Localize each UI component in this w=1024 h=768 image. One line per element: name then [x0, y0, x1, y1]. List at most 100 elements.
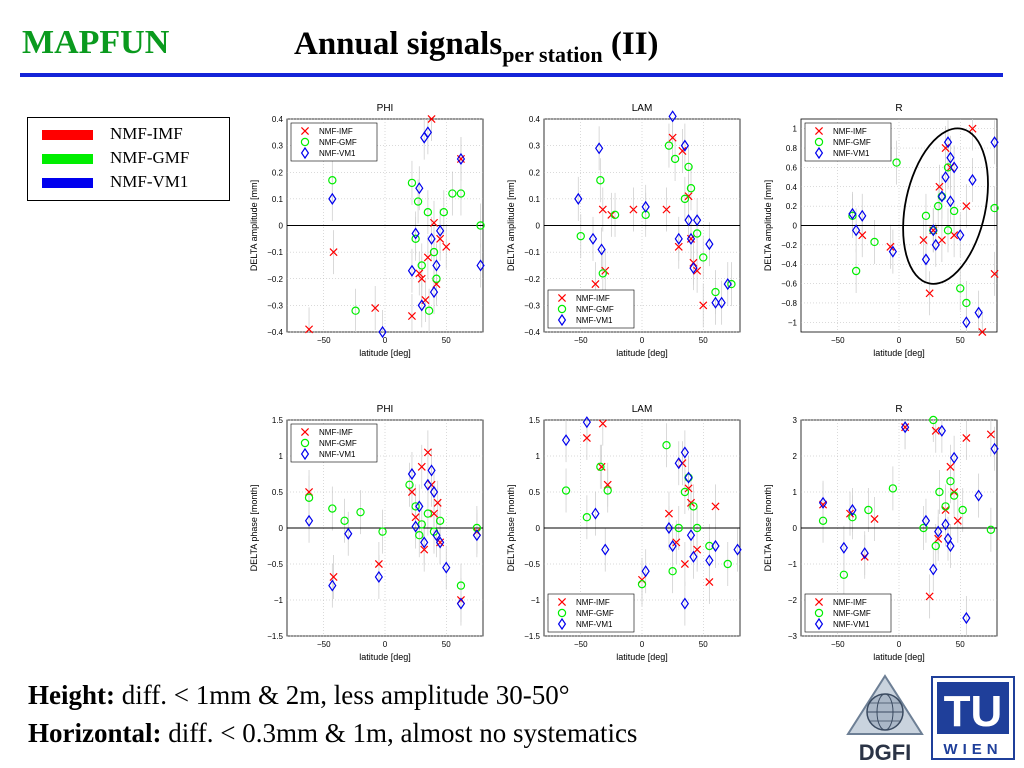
- gmf-marker: [949, 206, 959, 216]
- scatter-panel-2: −50 0 50 −0.4 −0.3 −0.2 −0.1 0 0.1 0.2 0.3 0.4 LAM la…: [506, 103, 741, 358]
- gmf-marker: [684, 162, 693, 172]
- y-tick-label: −0.2: [781, 241, 797, 250]
- vm1-marker: [968, 173, 977, 187]
- dgfi-logo-text: DGFI: [859, 740, 912, 764]
- plot-legend-label: NMF-GMF: [833, 138, 871, 147]
- imf-marker: [374, 559, 383, 569]
- y-axis-label: DELTA phase [month]: [249, 485, 259, 572]
- imf-marker: [680, 559, 689, 569]
- model-legend: NMF-IMF NMF-GMF NMF-VM1: [27, 117, 230, 201]
- y-tick-label: 1.5: [272, 416, 284, 425]
- x-tick-label: 50: [442, 336, 451, 345]
- scatter-panel-5: −50 0 50 −1.5 −1 −0.5 0 0.5 1 1.5 LAM latitude [deg…: [506, 404, 742, 662]
- vm1-marker: [684, 214, 693, 227]
- vm1-marker: [557, 313, 567, 327]
- imf-marker: [678, 146, 687, 155]
- vm1-marker: [733, 543, 742, 556]
- gmf-marker: [476, 221, 485, 230]
- x-axis-label: latitude [deg]: [359, 652, 411, 662]
- plot-title: R: [895, 404, 902, 415]
- imf-marker: [668, 133, 677, 142]
- plot-legend: NMF-IMF NMF-GMF NMF-VM1: [804, 593, 892, 633]
- imf-marker: [557, 597, 567, 607]
- plot-legend-label: NMF-IMF: [319, 428, 353, 437]
- vm1-marker: [417, 299, 426, 312]
- gmf-marker: [943, 226, 953, 235]
- series-nmf-gmf: [848, 158, 999, 308]
- imf-marker: [442, 242, 451, 251]
- gmf-marker: [596, 462, 605, 471]
- imf-marker: [950, 231, 959, 240]
- gmf-marker: [582, 513, 592, 522]
- imf-marker: [814, 126, 824, 136]
- wien-logo-text: WIEN: [943, 741, 1002, 758]
- imf-marker: [925, 289, 934, 298]
- gmf-marker: [934, 201, 943, 211]
- imf-marker: [305, 325, 314, 334]
- plot-legend-label: NMF-VM1: [576, 620, 613, 629]
- y-tick-label: −3: [788, 632, 798, 641]
- imf-marker: [845, 509, 855, 518]
- gmf-marker: [839, 570, 849, 580]
- vm1-marker: [601, 543, 610, 556]
- y-axis-label: DELTA amplitude [mm]: [506, 180, 516, 271]
- gmf-marker: [851, 266, 861, 276]
- gmf-marker: [328, 504, 337, 513]
- vm1-marker: [427, 464, 436, 477]
- x-tick-label: −50: [317, 336, 331, 345]
- imf-marker: [711, 502, 720, 511]
- horizontal-summary: Horizontal: diff. < 0.3mm & 1m, almost n…: [28, 714, 637, 752]
- vm1-marker: [588, 232, 598, 245]
- legend-label: NMF-GMF: [110, 148, 190, 167]
- gmf-marker: [727, 279, 736, 289]
- y-tick-label: 0: [279, 222, 284, 231]
- imf-marker: [557, 293, 567, 303]
- vm1-marker: [814, 146, 824, 160]
- gmf-marker: [439, 207, 448, 217]
- plot-legend: NMF-IMF NMF-GMF NMF-VM1: [547, 593, 635, 633]
- scatter-panel-3: −50 0 50 −1 −0.8 −0.6 −0.4 −0.2 0 0.2 0.4 0.6 0.8 1 Rl…: [763, 103, 999, 358]
- gmf-marker: [670, 154, 680, 164]
- vm1-marker: [423, 478, 433, 491]
- imf-marker: [968, 124, 977, 133]
- gmf-marker: [557, 608, 567, 618]
- imf-marker: [300, 126, 310, 136]
- x-tick-label: 50: [699, 336, 708, 345]
- imf-marker: [886, 242, 895, 251]
- gmf-marker: [304, 493, 314, 502]
- vm1-marker: [415, 500, 424, 513]
- gmf-marker: [405, 480, 414, 489]
- vm1-marker: [582, 416, 592, 429]
- imf-marker: [329, 248, 338, 257]
- vm1-marker: [411, 227, 420, 240]
- y-tick-label: 0.4: [529, 115, 541, 124]
- y-tick-label: 1.5: [529, 416, 541, 425]
- title-main: Annual signals: [294, 26, 503, 62]
- gmf-marker: [340, 516, 349, 526]
- y-tick-label: −1: [788, 318, 798, 327]
- imf-marker: [597, 462, 606, 471]
- x-tick-label: −50: [574, 640, 588, 649]
- plot-legend: NMF-IMF NMF-GMF NMF-VM1: [547, 289, 635, 329]
- gmf-marker: [931, 541, 940, 551]
- gmf-marker: [411, 234, 420, 244]
- vm1-marker: [686, 529, 696, 542]
- x-tick-label: 0: [383, 336, 388, 345]
- vm1-marker: [949, 161, 959, 174]
- plot-title: PHI: [377, 103, 394, 114]
- y-axis-label: DELTA amplitude [mm]: [763, 180, 773, 271]
- tu-logo-text: TU: [944, 687, 1003, 736]
- vm1-marker: [435, 536, 445, 549]
- vm1-marker: [684, 471, 693, 484]
- x-tick-label: 0: [897, 640, 902, 649]
- x-axis-label: latitude [deg]: [616, 348, 668, 358]
- height-summary: Height: diff. < 1mm & 2m, less amplitude…: [28, 676, 637, 714]
- x-axis-label: latitude [deg]: [616, 652, 668, 662]
- vm1-marker: [692, 214, 702, 227]
- x-tick-label: −50: [831, 640, 845, 649]
- vm1-marker: [705, 554, 714, 567]
- gmf-marker: [941, 502, 950, 511]
- plot-title: LAM: [632, 103, 653, 114]
- imf-marker: [598, 419, 607, 428]
- imf-marker: [411, 513, 420, 522]
